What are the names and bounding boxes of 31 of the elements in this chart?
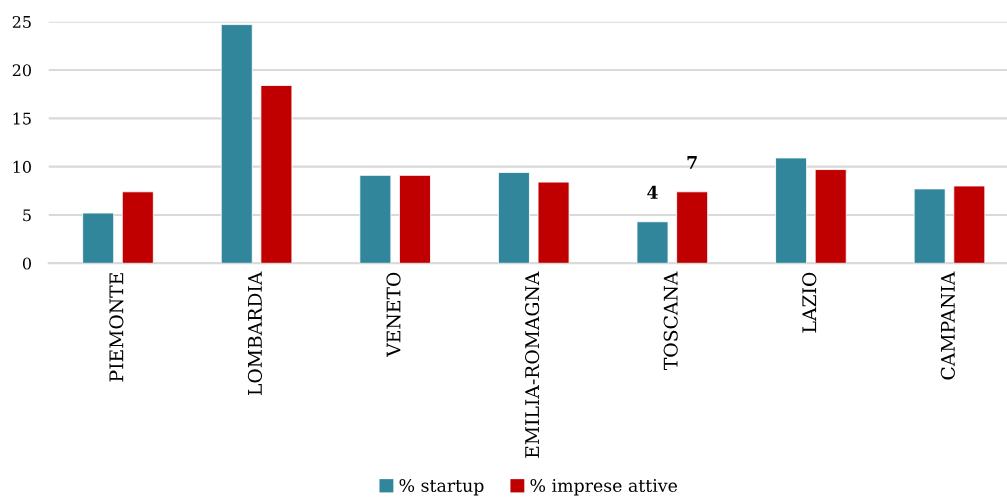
- bar: [913, 188, 946, 264]
- x-tick-label: CAMPANIA: [940, 271, 955, 380]
- x-tick-label: TOSCANA: [663, 271, 678, 371]
- bar: [359, 174, 392, 264]
- bar: [953, 185, 986, 264]
- x-tick-label: VENETO: [386, 272, 401, 358]
- x-tick-label: LAZIO: [802, 272, 817, 333]
- bar: [676, 191, 709, 264]
- x-tick-label: PIEMONTE: [109, 273, 124, 382]
- y-tick-label: 20: [12, 64, 31, 77]
- x-tick-label: EMILIA-ROMAGNA: [525, 271, 540, 458]
- y-tick-label: 10: [13, 160, 31, 173]
- bar: [814, 169, 847, 264]
- bar: [82, 212, 115, 264]
- bar: [260, 85, 293, 264]
- legend-label: % startup: [399, 478, 484, 496]
- y-tick-label: 25: [12, 15, 31, 28]
- x-tick-label: LOMBARDIA: [247, 271, 263, 396]
- bar: [399, 174, 431, 264]
- bar: [775, 157, 808, 264]
- data-label: 7: [687, 156, 697, 169]
- legend-label: % imprese attive: [530, 478, 678, 496]
- data-label: 4: [647, 185, 658, 199]
- y-tick-label: 5: [23, 209, 31, 222]
- bar: [497, 172, 530, 264]
- bar: [537, 181, 570, 264]
- bar: [636, 221, 669, 264]
- bar: [121, 191, 154, 264]
- y-tick-label: 0: [22, 257, 31, 270]
- y-tick-label: 15: [13, 112, 31, 125]
- bar: [220, 24, 253, 264]
